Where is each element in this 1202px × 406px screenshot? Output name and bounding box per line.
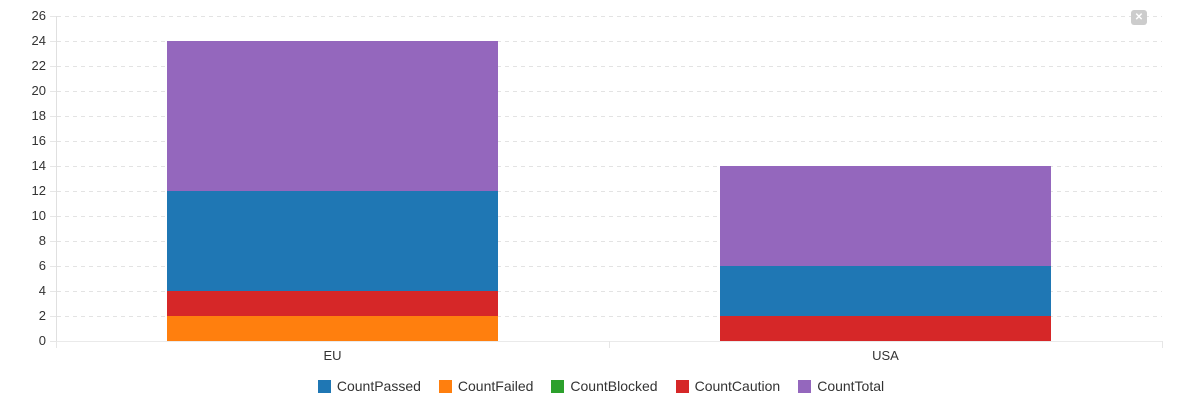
y-axis-tick	[50, 16, 56, 17]
gridline-y-22	[57, 66, 1162, 67]
y-axis-line	[56, 16, 57, 348]
gridline-y-2	[57, 316, 1162, 317]
y-axis-tick	[50, 91, 56, 92]
y-axis-label: 2	[38, 308, 46, 323]
close-icon: ✕	[1134, 11, 1144, 23]
legend-label: CountCaution	[694, 378, 781, 394]
y-axis-label: 22	[31, 58, 46, 73]
y-axis-label: 14	[31, 158, 46, 173]
legend-swatch-icon	[675, 379, 689, 393]
y-axis-tick	[50, 291, 56, 292]
y-axis-tick	[50, 216, 56, 217]
y-axis-label: 12	[31, 183, 46, 198]
legend-label: CountBlocked	[570, 378, 658, 394]
legend-swatch-icon	[798, 379, 812, 393]
y-axis-tick	[50, 141, 56, 142]
x-axis-tick	[609, 341, 610, 348]
y-axis-label: 6	[38, 258, 46, 273]
y-axis-tick	[50, 191, 56, 192]
x-axis-tick	[56, 341, 57, 348]
legend-item-counttotal[interactable]: CountTotal	[798, 378, 884, 394]
y-axis-tick	[50, 341, 56, 342]
gridline-y-16	[57, 141, 1162, 142]
legend-item-countcaution[interactable]: CountCaution	[675, 378, 781, 394]
y-axis-tick	[50, 266, 56, 267]
bar-segment-usa-CountPassed[interactable]	[719, 266, 1052, 316]
y-axis-label: 18	[31, 108, 46, 123]
bar-segment-eu-CountFailed[interactable]	[166, 316, 499, 341]
y-axis-label: 16	[31, 133, 46, 148]
gridline-y-10	[57, 216, 1162, 217]
y-axis-label: 4	[38, 283, 46, 298]
gridline-y-14	[57, 166, 1162, 167]
bar-segment-eu-CountPassed[interactable]	[166, 191, 499, 291]
x-axis-tick	[1162, 341, 1163, 348]
legend-swatch-icon	[438, 379, 452, 393]
y-axis-label: 26	[31, 8, 46, 23]
x-axis-category-label: EU	[323, 348, 342, 363]
legend-label: CountPassed	[336, 378, 421, 394]
bar-segment-usa-CountCaution[interactable]	[719, 316, 1052, 341]
y-axis-label: 20	[31, 83, 46, 98]
x-axis-category-label: USA	[872, 348, 899, 363]
y-axis-label: 10	[31, 208, 46, 223]
y-axis-tick	[50, 241, 56, 242]
gridline-y-20	[57, 91, 1162, 92]
legend-item-countblocked[interactable]: CountBlocked	[551, 378, 658, 394]
y-axis-label: 24	[31, 33, 46, 48]
chart-legend: CountPassed CountFailed CountBlocked CountC…	[0, 375, 1202, 397]
legend-item-countfailed[interactable]: CountFailed	[438, 378, 534, 394]
gridline-y-4	[57, 291, 1162, 292]
gridline-y-26	[57, 16, 1162, 17]
legend-item-countpassed[interactable]: CountPassed	[317, 378, 421, 394]
legend-swatch-icon	[551, 379, 565, 393]
y-axis-tick	[50, 316, 56, 317]
legend-label: CountTotal	[817, 378, 885, 394]
legend-swatch-icon	[317, 379, 331, 393]
gridline-y-12	[57, 191, 1162, 192]
bar-segment-usa-CountTotal[interactable]	[719, 166, 1052, 266]
gridline-y-24	[57, 41, 1162, 42]
bar-segment-eu-CountTotal[interactable]	[166, 41, 499, 191]
gridline-y-8	[57, 241, 1162, 242]
y-axis-tick	[50, 41, 56, 42]
gridline-y-18	[57, 116, 1162, 117]
close-chart-button[interactable]: ✕	[1131, 10, 1147, 25]
y-axis-label: 8	[38, 233, 46, 248]
legend-label: CountFailed	[457, 378, 534, 394]
y-axis-tick	[50, 166, 56, 167]
bar-segment-eu-CountCaution[interactable]	[166, 291, 499, 316]
y-axis-label: 0	[38, 333, 46, 348]
y-axis-tick	[50, 66, 56, 67]
gridline-y-6	[57, 266, 1162, 267]
y-axis-tick	[50, 116, 56, 117]
